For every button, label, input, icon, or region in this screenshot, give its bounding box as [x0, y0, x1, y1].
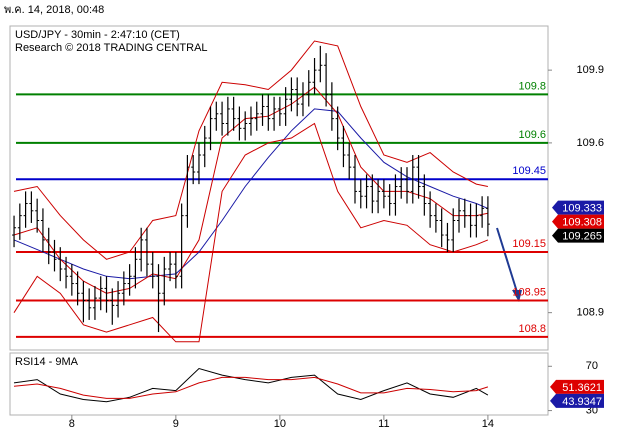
chart-subtitle: Research © 2018 TRADING CENTRAL — [15, 42, 208, 54]
value-box — [552, 214, 604, 229]
y-tick-label: 109.9 — [576, 64, 604, 76]
y-tick-label: 109.6 — [576, 137, 604, 149]
value-box — [550, 393, 604, 408]
level-label: 108.95 — [512, 286, 546, 298]
rsi-panel — [9, 352, 549, 416]
value-box — [550, 379, 604, 394]
value-box-label: 51.3621 — [562, 382, 602, 394]
x-tick-label: 14 — [482, 418, 494, 430]
indicator-line — [13, 122, 489, 343]
level-label: 108.8 — [518, 323, 546, 335]
rsi-title: RSI14 - 9MA — [15, 356, 79, 368]
timestamp: พ.ค. 14, 2018, 00:48 — [4, 4, 104, 16]
x-tick-label: 9 — [173, 418, 179, 430]
value-box-label: 43.9347 — [562, 396, 602, 408]
chart-title: USD/JPY - 30min - 2:47:10 (CET) — [15, 29, 180, 41]
value-box — [552, 200, 604, 215]
arrow-head — [512, 290, 522, 302]
arrow-line — [496, 227, 518, 293]
rsi-line — [13, 376, 489, 399]
forecast-arrow — [496, 227, 522, 302]
x-tick-label: 11 — [378, 418, 389, 430]
value-box-label: 109.333 — [562, 203, 602, 215]
level-label: 109.15 — [512, 238, 546, 250]
level-label: 109.8 — [518, 80, 546, 92]
level-label: 109.6 — [518, 129, 546, 141]
y-tick-label: 108.9 — [576, 307, 604, 319]
value-box-label: 109.265 — [562, 231, 602, 243]
x-tick-label: 8 — [69, 418, 75, 430]
x-tick-label: 10 — [274, 418, 286, 430]
value-box-label: 109.308 — [562, 217, 602, 229]
y-tick-label: 70 — [586, 360, 598, 372]
level-label: 109.45 — [512, 165, 546, 177]
price-panel — [9, 25, 549, 351]
value-box — [552, 228, 604, 243]
